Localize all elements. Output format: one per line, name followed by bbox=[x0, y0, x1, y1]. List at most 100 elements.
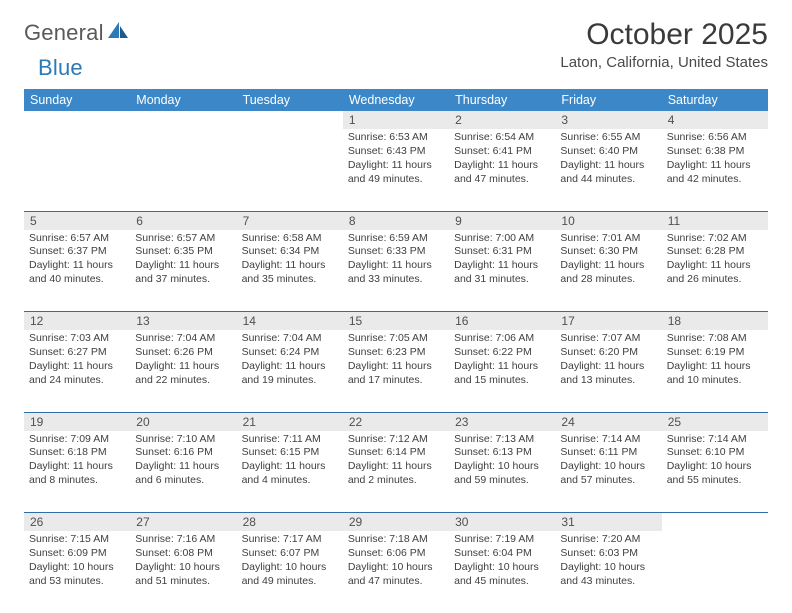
day-number-cell: 23 bbox=[449, 412, 555, 431]
day-cell: Sunrise: 7:01 AMSunset: 6:30 PMDaylight:… bbox=[555, 230, 661, 312]
day-details: Sunrise: 7:06 AMSunset: 6:22 PMDaylight:… bbox=[454, 332, 550, 387]
day-number-cell: 8 bbox=[343, 211, 449, 230]
day-number-cell: 20 bbox=[130, 412, 236, 431]
day-cell: Sunrise: 7:06 AMSunset: 6:22 PMDaylight:… bbox=[449, 330, 555, 412]
day-header: Monday bbox=[130, 89, 236, 111]
day-number-cell: 5 bbox=[24, 211, 130, 230]
calendar-table: Sunday Monday Tuesday Wednesday Thursday… bbox=[24, 89, 768, 613]
day-cell: Sunrise: 7:09 AMSunset: 6:18 PMDaylight:… bbox=[24, 431, 130, 513]
day-number-cell: 21 bbox=[237, 412, 343, 431]
day-cell: Sunrise: 7:07 AMSunset: 6:20 PMDaylight:… bbox=[555, 330, 661, 412]
day-number-cell: 3 bbox=[555, 111, 661, 129]
day-header: Friday bbox=[555, 89, 661, 111]
day-number-cell: 30 bbox=[449, 513, 555, 532]
day-details: Sunrise: 7:19 AMSunset: 6:04 PMDaylight:… bbox=[454, 533, 550, 588]
week-row: Sunrise: 7:03 AMSunset: 6:27 PMDaylight:… bbox=[24, 330, 768, 412]
day-number-cell: 9 bbox=[449, 211, 555, 230]
day-cell: Sunrise: 6:59 AMSunset: 6:33 PMDaylight:… bbox=[343, 230, 449, 312]
day-details: Sunrise: 7:10 AMSunset: 6:16 PMDaylight:… bbox=[135, 433, 231, 488]
day-cell: Sunrise: 7:14 AMSunset: 6:11 PMDaylight:… bbox=[555, 431, 661, 513]
day-number-cell: 27 bbox=[130, 513, 236, 532]
day-cell: Sunrise: 7:19 AMSunset: 6:04 PMDaylight:… bbox=[449, 531, 555, 613]
day-header-row: Sunday Monday Tuesday Wednesday Thursday… bbox=[24, 89, 768, 111]
day-cell: Sunrise: 7:15 AMSunset: 6:09 PMDaylight:… bbox=[24, 531, 130, 613]
day-details: Sunrise: 7:20 AMSunset: 6:03 PMDaylight:… bbox=[560, 533, 656, 588]
day-details: Sunrise: 6:57 AMSunset: 6:35 PMDaylight:… bbox=[135, 232, 231, 287]
day-details: Sunrise: 7:05 AMSunset: 6:23 PMDaylight:… bbox=[348, 332, 444, 387]
sail-icon bbox=[107, 21, 129, 46]
day-cell: Sunrise: 7:11 AMSunset: 6:15 PMDaylight:… bbox=[237, 431, 343, 513]
day-details: Sunrise: 7:04 AMSunset: 6:26 PMDaylight:… bbox=[135, 332, 231, 387]
day-number-cell: 6 bbox=[130, 211, 236, 230]
day-number-cell: 14 bbox=[237, 312, 343, 331]
day-details: Sunrise: 6:57 AMSunset: 6:37 PMDaylight:… bbox=[29, 232, 125, 287]
day-number-cell: 10 bbox=[555, 211, 661, 230]
day-cell: Sunrise: 7:13 AMSunset: 6:13 PMDaylight:… bbox=[449, 431, 555, 513]
week-row: Sunrise: 7:09 AMSunset: 6:18 PMDaylight:… bbox=[24, 431, 768, 513]
month-title: October 2025 bbox=[560, 18, 768, 52]
day-cell: Sunrise: 7:02 AMSunset: 6:28 PMDaylight:… bbox=[662, 230, 768, 312]
day-cell bbox=[237, 129, 343, 211]
day-details: Sunrise: 7:16 AMSunset: 6:08 PMDaylight:… bbox=[135, 533, 231, 588]
brand-logo: General bbox=[24, 20, 131, 46]
day-number-cell: 31 bbox=[555, 513, 661, 532]
day-number-cell: 17 bbox=[555, 312, 661, 331]
calendar-page: General October 2025 Laton, California, … bbox=[0, 0, 792, 613]
day-details: Sunrise: 7:12 AMSunset: 6:14 PMDaylight:… bbox=[348, 433, 444, 488]
day-number-cell: 4 bbox=[662, 111, 768, 129]
brand-word2: Blue bbox=[38, 55, 83, 81]
day-cell: Sunrise: 7:12 AMSunset: 6:14 PMDaylight:… bbox=[343, 431, 449, 513]
day-cell: Sunrise: 7:20 AMSunset: 6:03 PMDaylight:… bbox=[555, 531, 661, 613]
day-cell bbox=[130, 129, 236, 211]
day-details: Sunrise: 7:14 AMSunset: 6:11 PMDaylight:… bbox=[560, 433, 656, 488]
day-number-cell: 12 bbox=[24, 312, 130, 331]
day-cell: Sunrise: 7:10 AMSunset: 6:16 PMDaylight:… bbox=[130, 431, 236, 513]
day-cell: Sunrise: 6:56 AMSunset: 6:38 PMDaylight:… bbox=[662, 129, 768, 211]
day-number-cell: 15 bbox=[343, 312, 449, 331]
day-number-cell: 13 bbox=[130, 312, 236, 331]
day-number-row: 262728293031 bbox=[24, 513, 768, 532]
day-details: Sunrise: 7:08 AMSunset: 6:19 PMDaylight:… bbox=[667, 332, 763, 387]
day-details: Sunrise: 7:03 AMSunset: 6:27 PMDaylight:… bbox=[29, 332, 125, 387]
day-number-row: 19202122232425 bbox=[24, 412, 768, 431]
day-number-cell: 16 bbox=[449, 312, 555, 331]
day-details: Sunrise: 6:59 AMSunset: 6:33 PMDaylight:… bbox=[348, 232, 444, 287]
day-number-cell: 22 bbox=[343, 412, 449, 431]
day-cell bbox=[24, 129, 130, 211]
day-cell: Sunrise: 6:58 AMSunset: 6:34 PMDaylight:… bbox=[237, 230, 343, 312]
day-number-cell: 11 bbox=[662, 211, 768, 230]
day-number-cell: 18 bbox=[662, 312, 768, 331]
day-cell: Sunrise: 6:57 AMSunset: 6:37 PMDaylight:… bbox=[24, 230, 130, 312]
day-number-cell bbox=[237, 111, 343, 129]
day-number-cell: 26 bbox=[24, 513, 130, 532]
day-cell: Sunrise: 7:08 AMSunset: 6:19 PMDaylight:… bbox=[662, 330, 768, 412]
day-details: Sunrise: 6:58 AMSunset: 6:34 PMDaylight:… bbox=[242, 232, 338, 287]
day-number-cell: 24 bbox=[555, 412, 661, 431]
day-number-cell: 1 bbox=[343, 111, 449, 129]
day-details: Sunrise: 7:14 AMSunset: 6:10 PMDaylight:… bbox=[667, 433, 763, 488]
title-block: October 2025 Laton, California, United S… bbox=[560, 18, 768, 71]
day-number-cell: 2 bbox=[449, 111, 555, 129]
brand-word1: General bbox=[24, 20, 104, 46]
day-details: Sunrise: 6:56 AMSunset: 6:38 PMDaylight:… bbox=[667, 131, 763, 186]
day-header: Tuesday bbox=[237, 89, 343, 111]
day-cell: Sunrise: 6:55 AMSunset: 6:40 PMDaylight:… bbox=[555, 129, 661, 211]
day-number-cell bbox=[130, 111, 236, 129]
day-header: Wednesday bbox=[343, 89, 449, 111]
week-row: Sunrise: 6:53 AMSunset: 6:43 PMDaylight:… bbox=[24, 129, 768, 211]
day-details: Sunrise: 7:18 AMSunset: 6:06 PMDaylight:… bbox=[348, 533, 444, 588]
day-cell: Sunrise: 7:04 AMSunset: 6:26 PMDaylight:… bbox=[130, 330, 236, 412]
day-details: Sunrise: 7:09 AMSunset: 6:18 PMDaylight:… bbox=[29, 433, 125, 488]
day-cell: Sunrise: 7:03 AMSunset: 6:27 PMDaylight:… bbox=[24, 330, 130, 412]
day-details: Sunrise: 7:00 AMSunset: 6:31 PMDaylight:… bbox=[454, 232, 550, 287]
day-cell: Sunrise: 7:00 AMSunset: 6:31 PMDaylight:… bbox=[449, 230, 555, 312]
day-details: Sunrise: 7:02 AMSunset: 6:28 PMDaylight:… bbox=[667, 232, 763, 287]
day-number-row: 12131415161718 bbox=[24, 312, 768, 331]
week-row: Sunrise: 6:57 AMSunset: 6:37 PMDaylight:… bbox=[24, 230, 768, 312]
day-number-cell bbox=[662, 513, 768, 532]
day-number-cell: 25 bbox=[662, 412, 768, 431]
day-header: Thursday bbox=[449, 89, 555, 111]
day-details: Sunrise: 7:11 AMSunset: 6:15 PMDaylight:… bbox=[242, 433, 338, 488]
day-cell: Sunrise: 7:14 AMSunset: 6:10 PMDaylight:… bbox=[662, 431, 768, 513]
day-details: Sunrise: 7:15 AMSunset: 6:09 PMDaylight:… bbox=[29, 533, 125, 588]
